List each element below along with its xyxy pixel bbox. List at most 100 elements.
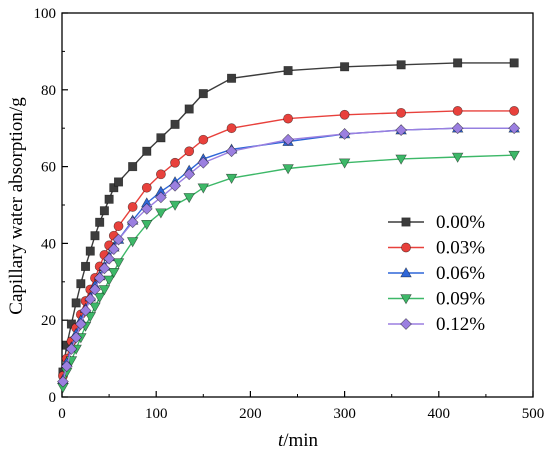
data-point [396, 107, 407, 118]
y-tick-label: 80 [41, 83, 56, 99]
data-point [141, 219, 153, 231]
data-point [509, 58, 519, 68]
data-point [90, 231, 100, 241]
legend-label: 0.00% [436, 212, 485, 233]
data-point [282, 133, 294, 146]
data-point [126, 216, 139, 229]
legend-label: 0.06% [436, 263, 485, 284]
data-point [225, 173, 238, 184]
legend-item: 0.09% [388, 289, 485, 310]
data-point [140, 202, 153, 215]
data-point [95, 217, 105, 227]
data-point [184, 104, 194, 114]
data-point [396, 60, 406, 70]
data-point [170, 119, 180, 129]
data-point [339, 109, 350, 120]
data-point [508, 122, 521, 135]
data-point [112, 258, 125, 269]
legend-marker [400, 267, 412, 278]
data-point [142, 146, 152, 156]
data-point [226, 123, 237, 134]
data-point [127, 202, 138, 212]
data-point [452, 106, 463, 116]
data-point [112, 233, 125, 246]
data-point [198, 89, 208, 99]
legend-marker [401, 242, 411, 253]
data-point [156, 133, 166, 143]
x-axis-label: t/min [278, 430, 319, 451]
x-tick-label: 500 [522, 406, 545, 422]
data-point [338, 158, 351, 169]
legend-label: 0.09% [436, 289, 485, 310]
data-point [76, 279, 86, 289]
legend-item: 0.03% [388, 238, 485, 259]
data-point [85, 246, 95, 256]
legend-item: 0.06% [388, 263, 485, 284]
data-point [169, 200, 181, 211]
x-tick-label: 400 [428, 406, 451, 422]
x-axis-label-unit: /min [283, 430, 318, 451]
data-point [225, 145, 238, 158]
data-point [84, 293, 97, 305]
data-point [282, 164, 294, 175]
data-point [508, 150, 520, 161]
data-point [108, 267, 120, 279]
legend-item: 0.12% [388, 314, 485, 335]
data-point [98, 262, 111, 275]
x-tick-label: 100 [145, 406, 168, 422]
data-point [184, 146, 195, 157]
data-point [283, 113, 293, 124]
data-point [60, 360, 73, 373]
legend-label: 0.12% [436, 314, 485, 335]
legend: 0.00% 0.03% 0.06% 0.09% 0.12% [388, 212, 485, 335]
data-point [89, 302, 101, 313]
data-point [99, 206, 109, 216]
series-4 [57, 122, 521, 388]
data-point [509, 106, 520, 116]
legend-label: 0.03% [436, 238, 485, 259]
data-point [57, 375, 69, 388]
data-point [183, 168, 196, 181]
data-point [156, 169, 166, 180]
y-tick-label: 0 [49, 390, 57, 406]
data-point [126, 237, 139, 248]
data-point [395, 154, 407, 165]
series-0 [58, 58, 519, 377]
data-point [198, 134, 209, 145]
data-point [93, 292, 106, 304]
legend-marker [400, 318, 412, 330]
data-point [74, 318, 87, 330]
data-point [81, 261, 91, 271]
data-point [103, 252, 115, 265]
data-point [128, 162, 138, 172]
data-point [104, 194, 114, 204]
series-layer [57, 58, 521, 394]
data-point [84, 312, 97, 323]
data-point [283, 66, 293, 76]
y-tick-label: 60 [41, 160, 56, 176]
data-point [71, 298, 81, 308]
data-point [170, 157, 180, 168]
data-point [103, 275, 115, 286]
legend-marker [400, 294, 412, 305]
data-point [338, 128, 351, 140]
axes: 0 100 200 300 400 500 0 20 40 60 80 100 [34, 6, 545, 422]
data-point [79, 304, 92, 317]
data-point [107, 243, 120, 256]
data-point [197, 156, 210, 169]
x-tick-label: 200 [239, 406, 262, 422]
data-point [169, 179, 181, 192]
data-point [395, 124, 408, 137]
y-tick-label: 40 [41, 236, 56, 252]
data-point [155, 191, 167, 204]
data-point [65, 343, 78, 355]
data-point [197, 183, 210, 194]
data-point [227, 73, 237, 83]
data-point [155, 208, 167, 219]
data-point [70, 331, 83, 344]
data-point [451, 122, 464, 135]
x-axis-label-variable: t [278, 430, 284, 451]
data-point [98, 285, 111, 296]
x-tick-label: 0 [58, 406, 66, 422]
